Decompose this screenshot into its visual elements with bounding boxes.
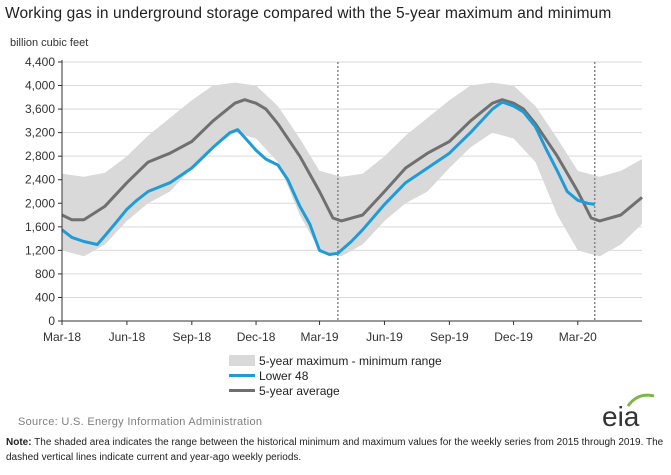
x-tick-label: Mar-18 — [43, 330, 81, 344]
eia-logo: eia — [602, 393, 655, 430]
legend-swatch-range — [229, 355, 255, 366]
y-tick-label: 0 — [48, 314, 55, 328]
y-tick-label: 1,600 — [25, 220, 55, 234]
note-label: Note: — [6, 437, 32, 448]
x-tick-label: Mar-20 — [559, 330, 597, 344]
chart-title: Working gas in underground storage compa… — [5, 5, 612, 22]
series-line-5-year-average — [61, 98, 643, 223]
legend-item-average: 5-year average — [229, 383, 442, 398]
y-tick-label: 400 — [35, 290, 55, 304]
x-tick-label: Mar-19 — [301, 330, 339, 344]
y-tick-label: 2,800 — [25, 149, 55, 163]
legend-label-average: 5-year average — [259, 383, 340, 398]
y-tick-label: 4,000 — [25, 79, 55, 93]
legend-label-lower48: Lower 48 — [259, 368, 309, 383]
legend-item-lower48: Lower 48 — [229, 368, 442, 383]
y-tick-label: 1,200 — [25, 243, 55, 257]
y-axis-unit-label: billion cubic feet — [10, 37, 89, 49]
legend-swatch-lower48 — [229, 374, 255, 377]
y-tick-label: 2,400 — [25, 173, 55, 187]
note: Note: The shaded area indicates the rang… — [6, 435, 666, 465]
axes — [58, 60, 642, 325]
x-tick-label: Jun-19 — [366, 330, 403, 344]
legend-swatch-average — [229, 389, 255, 392]
series-lines — [61, 98, 643, 256]
x-tick-label: Dec-18 — [237, 330, 276, 344]
logo-text: eia — [602, 401, 640, 430]
logo-arc-icon — [626, 393, 655, 407]
y-tick-label: 3,600 — [25, 102, 55, 116]
legend-label-range: 5-year maximum - minimum range — [259, 353, 442, 368]
legend-item-range: 5-year maximum - minimum range — [229, 353, 442, 368]
x-tick-label: Sep-19 — [430, 330, 469, 344]
legend: 5-year maximum - minimum range Lower 48 … — [229, 353, 442, 398]
note-text: The shaded area indicates the range betw… — [6, 437, 664, 463]
x-tick-labels: Mar-18 Jun-18 Sep-18 Dec-18 Mar-19 Jun-19 Sep-… — [43, 330, 597, 344]
y-tick-label: 2,000 — [25, 196, 55, 210]
reference-lines — [337, 62, 596, 321]
y-tick-labels: 0 400 800 1,200 1,600 2,000 2,400 2,800 3,200 3,6… — [25, 55, 55, 328]
source-text: Source: U.S. Energy Information Administ… — [18, 416, 263, 428]
y-tick-label: 4,400 — [25, 55, 55, 69]
y-tick-label: 800 — [35, 267, 55, 281]
series-line-lower-48 — [61, 100, 595, 256]
y-tick-label: 3,200 — [25, 126, 55, 140]
x-tick-label: Dec-19 — [494, 330, 533, 344]
x-tick-label: Jun-18 — [109, 330, 146, 344]
x-tick-label: Sep-18 — [172, 330, 211, 344]
